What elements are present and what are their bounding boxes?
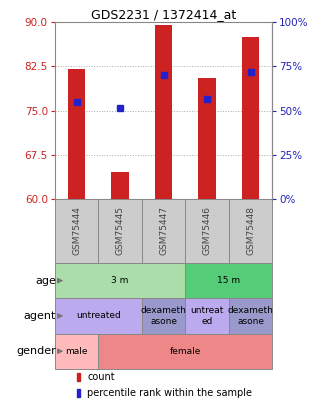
Bar (198, 78, 216, 199)
Text: female: female (170, 347, 201, 356)
Bar (142, 298, 185, 334)
Text: GSM75446: GSM75446 (203, 207, 212, 256)
Text: male: male (65, 347, 88, 356)
Bar (185, 263, 272, 298)
Bar (98, 199, 142, 263)
Bar (98, 334, 272, 369)
Bar (185, 298, 229, 334)
Text: count: count (87, 372, 115, 382)
Title: GDS2231 / 1372414_at: GDS2231 / 1372414_at (91, 8, 236, 21)
Bar (242, 37, 259, 199)
Bar (55, 263, 185, 298)
Text: agent: agent (24, 311, 56, 321)
Text: dexameth
asone: dexameth asone (228, 306, 274, 326)
Bar (142, 199, 185, 263)
Text: dexameth
asone: dexameth asone (141, 306, 187, 326)
Text: 15 m: 15 m (217, 276, 240, 285)
Text: untreat
ed: untreat ed (190, 306, 224, 326)
Text: 3 m: 3 m (111, 276, 129, 285)
Bar (111, 172, 129, 199)
Bar (229, 298, 272, 334)
Bar (55, 334, 98, 369)
Text: GSM75444: GSM75444 (72, 207, 81, 255)
Text: GSM75448: GSM75448 (246, 207, 255, 256)
Text: GSM75445: GSM75445 (115, 207, 125, 256)
Bar (68, 69, 85, 199)
Text: percentile rank within the sample: percentile rank within the sample (87, 388, 252, 398)
Bar (185, 199, 229, 263)
Bar (77, 389, 80, 397)
Bar (55, 199, 98, 263)
Text: GSM75447: GSM75447 (159, 207, 168, 256)
Text: untreated: untreated (76, 311, 121, 320)
Text: age: age (35, 276, 56, 286)
Bar (55, 298, 142, 334)
Text: gender: gender (16, 346, 56, 356)
Bar (77, 373, 80, 381)
Bar (229, 199, 272, 263)
Bar (155, 25, 172, 199)
